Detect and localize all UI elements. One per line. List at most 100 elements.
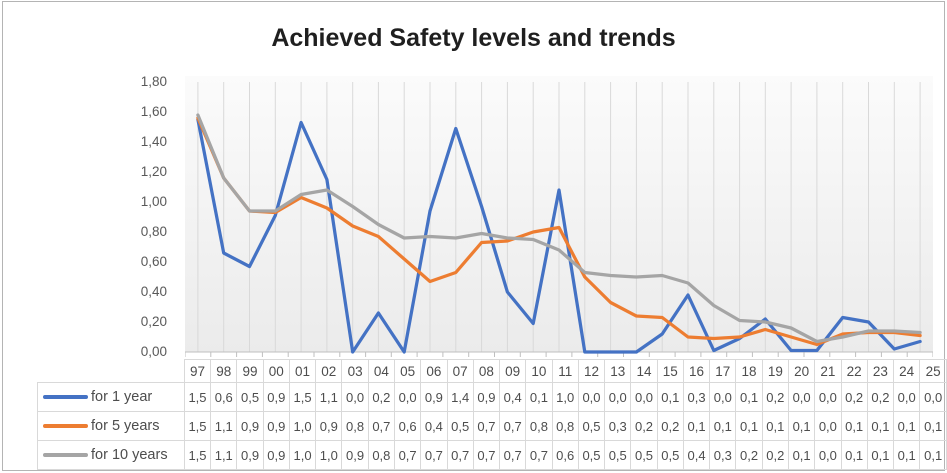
table-value-cell: 0,1 <box>656 382 684 412</box>
table-value-cell: 0,5 <box>656 440 684 470</box>
table-value-cell: 0,0 <box>919 382 947 412</box>
table-value-cell: 0,2 <box>761 382 789 412</box>
table-value-cell: 1,5 <box>183 440 212 470</box>
table-value-cell: 0,1 <box>840 440 868 470</box>
table-value-cell: 0,6 <box>393 411 422 441</box>
table-value-cell: 0,9 <box>262 411 290 441</box>
table-value-cell: 0,1 <box>840 411 868 441</box>
x-axis-year-label: 05 <box>393 359 422 383</box>
x-axis-year-label: 23 <box>866 359 895 383</box>
legend-line-swatch <box>43 395 88 399</box>
table-value-cell: 0,1 <box>525 382 553 412</box>
table-value-cell: 0,7 <box>367 411 395 441</box>
table-value-cell: 0,9 <box>315 411 343 441</box>
x-axis-year-label: 13 <box>604 359 632 383</box>
table-value-cell: 0,6 <box>551 440 579 470</box>
table-value-cell: 0,7 <box>472 411 501 441</box>
table-value-cell: 1,1 <box>210 440 238 470</box>
table-value-cell: 1,1 <box>315 382 343 412</box>
legend-line-swatch <box>43 424 88 428</box>
table-value-cell: 0,5 <box>577 440 606 470</box>
table-value-cell: 1,0 <box>315 440 343 470</box>
table-value-cell: 1,5 <box>183 382 212 412</box>
table-value-cell: 0,0 <box>577 382 606 412</box>
y-axis-tick-label: 0,80 <box>140 224 167 239</box>
table-value-cell: 0,0 <box>709 382 737 412</box>
table-value-cell: 1,5 <box>183 411 212 441</box>
table-value-cell: 0,5 <box>630 440 658 470</box>
table-value-cell: 0,7 <box>499 411 527 441</box>
table-value-cell: 0,1 <box>919 440 947 470</box>
table-value-cell: 0,9 <box>262 440 290 470</box>
table-value-cell: 0,7 <box>472 440 501 470</box>
table-value-cell: 0,1 <box>709 411 737 441</box>
legend-cell: for 1 year <box>37 382 185 412</box>
legend-cell: for 10 years <box>37 440 185 470</box>
table-value-cell: 0,5 <box>446 411 474 441</box>
table-value-cell: 0,7 <box>499 440 527 470</box>
x-axis-ticks <box>185 352 933 357</box>
table-value-cell: 0,2 <box>866 382 895 412</box>
table-value-cell: 0,1 <box>787 411 816 441</box>
table-value-cell: 0,3 <box>709 440 737 470</box>
legend-label: for 1 year <box>91 389 153 405</box>
table-value-cell: 0,0 <box>814 382 842 412</box>
table-value-cell: 0,0 <box>814 411 842 441</box>
x-axis-year-label: 10 <box>525 359 553 383</box>
table-value-cell: 0,9 <box>236 440 264 470</box>
table-value-cell: 0,4 <box>682 440 711 470</box>
x-axis-year-label: 00 <box>262 359 290 383</box>
x-axis-year-label: 02 <box>315 359 343 383</box>
table-value-cell: 0,5 <box>577 411 606 441</box>
x-axis-year-label: 99 <box>236 359 264 383</box>
table-value-cell: 0,2 <box>735 440 763 470</box>
table-value-cell: 0,8 <box>367 440 395 470</box>
y-axis-tick-label: 0,60 <box>140 254 167 269</box>
table-value-cell: 0,2 <box>630 411 658 441</box>
y-axis-tick-label: 0,20 <box>140 314 167 329</box>
table-value-cell: 0,2 <box>761 440 789 470</box>
table-row: for 10 years 1,5 1,1 0,9 0,9 1,0 1,0 0,9 0,8 0,7 0… <box>37 440 947 470</box>
table-value-cell: 0,7 <box>393 440 422 470</box>
table-value-cell: 0,4 <box>499 382 527 412</box>
table-value-cell: 0,3 <box>604 411 632 441</box>
table-value-cell: 0,9 <box>420 382 448 412</box>
x-axis-year-label: 03 <box>341 359 369 383</box>
x-axis-year-label: 21 <box>814 359 842 383</box>
x-axis-year-label: 16 <box>682 359 711 383</box>
x-axis-year-label: 98 <box>210 359 238 383</box>
y-axis-tick-label: 1,00 <box>140 194 167 209</box>
series-line-for-10-years <box>196 113 922 344</box>
table-value-cell: 0,9 <box>472 382 501 412</box>
x-axis-year-label: 08 <box>472 359 501 383</box>
table-corner-cell <box>38 360 185 383</box>
table-value-cell: 1,4 <box>446 382 474 412</box>
table-value-cell: 0,2 <box>840 382 868 412</box>
legend-line-swatch <box>43 453 88 457</box>
table-value-cell: 0,4 <box>420 411 448 441</box>
table-value-cell: 0,8 <box>551 411 579 441</box>
x-axis-year-label: 20 <box>787 359 816 383</box>
table-value-cell: 0,0 <box>393 382 422 412</box>
series-line-for-1-year <box>196 117 922 354</box>
x-axis-year-label: 24 <box>893 359 921 383</box>
x-axis-year-label: 14 <box>630 359 658 383</box>
table-value-cell: 1,0 <box>551 382 579 412</box>
table-value-cell: 0,0 <box>604 382 632 412</box>
table-value-cell: 0,5 <box>236 382 264 412</box>
table-value-cell: 1,1 <box>210 411 238 441</box>
x-axis-year-label: 11 <box>551 359 579 383</box>
y-axis-tick-label: 0,40 <box>140 284 167 299</box>
legend-label: for 10 years <box>91 447 168 463</box>
y-axis-tick-label: 1,40 <box>140 134 167 149</box>
table-value-cell: 0,3 <box>682 382 711 412</box>
y-axis-tick-label: 0,00 <box>140 344 167 359</box>
table-value-cell: 0,5 <box>604 440 632 470</box>
legend-label: for 5 years <box>91 418 160 434</box>
table-value-cell: 0,6 <box>210 382 238 412</box>
table-value-cell: 0,1 <box>893 411 921 441</box>
x-axis-year-label: 04 <box>367 359 395 383</box>
table-value-cell: 0,1 <box>735 411 763 441</box>
table-value-cell: 1,0 <box>288 440 317 470</box>
